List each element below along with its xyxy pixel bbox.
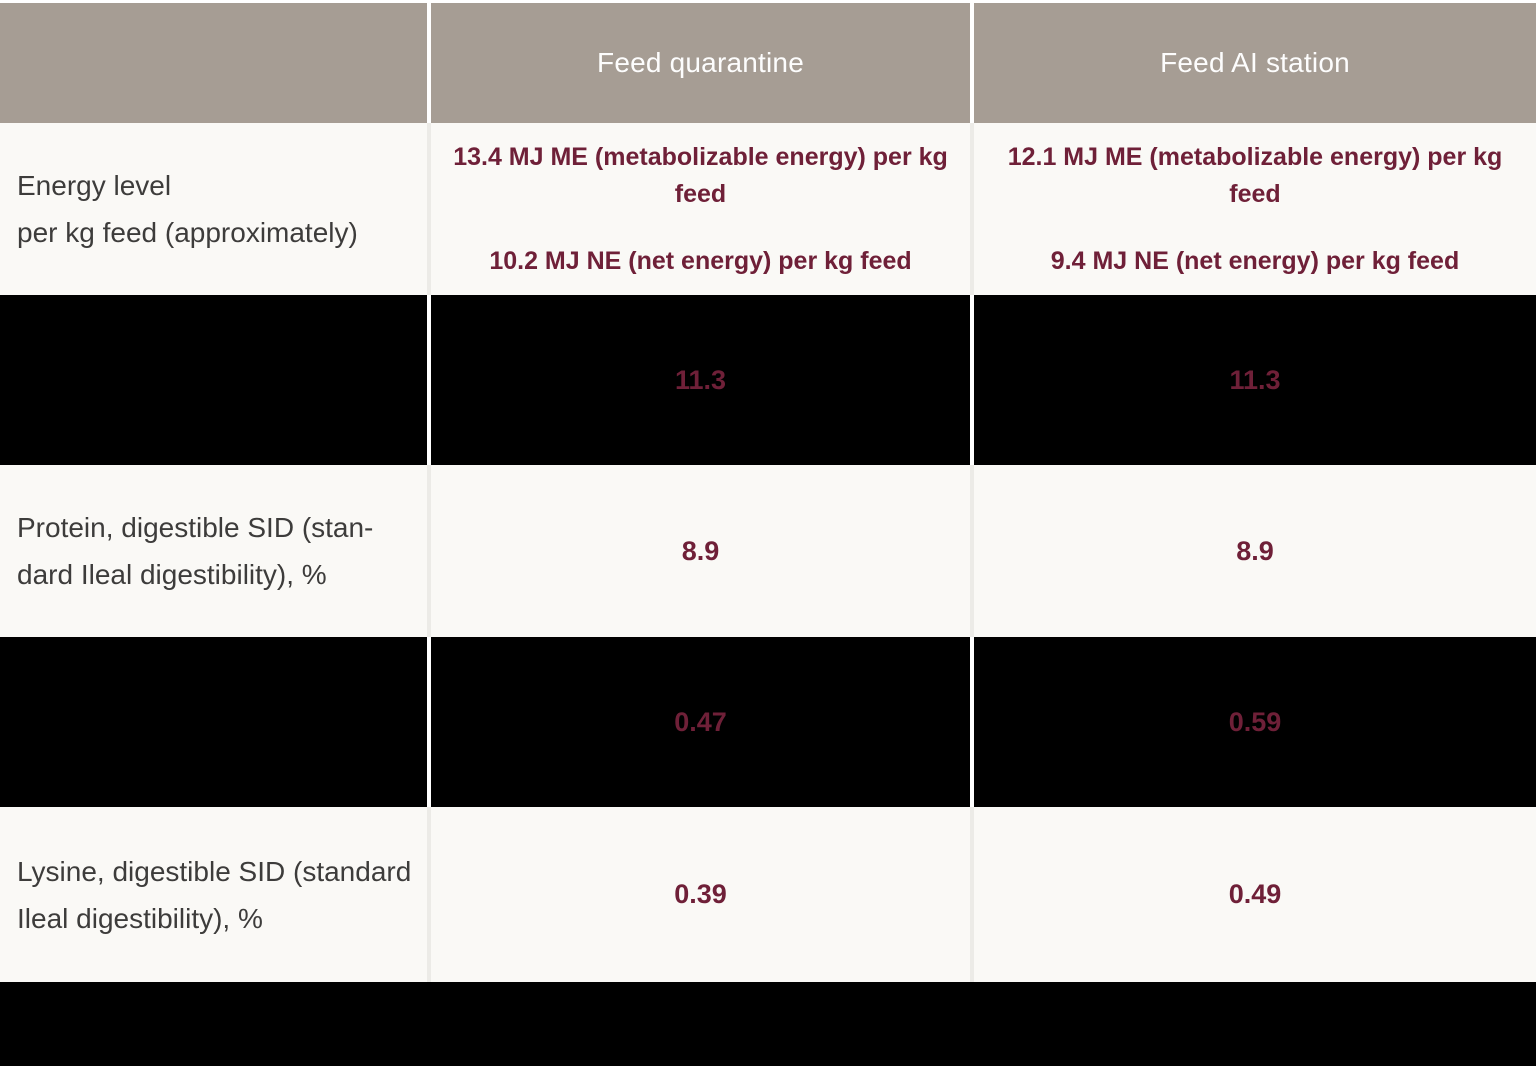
row-label-line: dard Ileal digestibility), % <box>17 559 327 590</box>
table-row-protein-sid: Protein, digestible SID (stan- dard Ilea… <box>0 465 1536 637</box>
energy-value-ne: 10.2 MJ NE (net energy) per kg feed <box>489 246 912 275</box>
value-cell-ai-station: 0.59 <box>974 637 1536 807</box>
row-label-lysine-sid: Lysine, digestible SID (standard Ileal d… <box>0 807 427 982</box>
value-cell-ai-station: 0.49 <box>974 807 1536 982</box>
row-label-protein-sid: Protein, digestible SID (stan- dard Ilea… <box>0 465 427 637</box>
value-text: 0.49 <box>1228 879 1282 909</box>
row-label-line: per kg feed (approximately) <box>17 217 358 248</box>
energy-cell-ai-station: 12.1 MJ ME (metabolizable energy) per kg… <box>974 123 1536 295</box>
value-cell-quarantine: 11.3 <box>431 295 970 465</box>
value-cell-quarantine: 8.9 <box>431 465 970 637</box>
value-cell-quarantine: 0.39 <box>431 807 970 982</box>
row-label-line: Protein, digestible SID (stan- <box>17 512 374 543</box>
column-header-label: Feed AI station <box>1160 47 1350 78</box>
value-cell-ai-station: 11.3 <box>974 295 1536 465</box>
table-row-lysine-sid: Lysine, digestible SID (standard Ileal d… <box>0 807 1536 982</box>
value-cell-quarantine: 0.47 <box>431 637 970 807</box>
row-label-line: Lysine, digestible SID (standard <box>17 855 412 887</box>
row-label-energy: Energy level per kg feed (approximately) <box>0 123 427 295</box>
header-cell-feed-quarantine: Feed quarantine <box>431 3 970 123</box>
energy-value-me: 12.1 MJ ME (metabolizable energy) per kg… <box>1007 142 1503 208</box>
table-row-dark-1: 11.3 11.3 <box>0 295 1536 465</box>
value-text: 0.47 <box>674 706 727 737</box>
energy-cell-quarantine: 13.4 MJ ME (metabolizable energy) per kg… <box>431 123 970 295</box>
column-header-label: Feed quarantine <box>597 47 804 78</box>
value-text: 11.3 <box>674 364 727 395</box>
header-cell-empty <box>0 3 427 123</box>
row-label-hidden <box>0 295 427 465</box>
row-label-line: Ileal digestibility), % <box>17 902 263 934</box>
value-text: 0.59 <box>1228 706 1282 737</box>
table-row-dark-2: 0.47 0.59 <box>0 637 1536 807</box>
value-text: 8.9 <box>681 535 720 566</box>
header-cell-feed-ai-station: Feed AI station <box>974 3 1536 123</box>
value-cell-ai-station: 8.9 <box>974 465 1536 637</box>
table-row-energy: Energy level per kg feed (approximately)… <box>0 123 1536 295</box>
value-text: 8.9 <box>1236 535 1274 566</box>
top-divider <box>0 0 1536 3</box>
energy-value-ne: 9.4 MJ NE (net energy) per kg feed <box>1050 246 1460 275</box>
value-text: 0.39 <box>674 879 727 909</box>
row-label-hidden <box>0 637 427 807</box>
value-text: 11.3 <box>1229 364 1281 395</box>
energy-value-me: 13.4 MJ ME (metabolizable energy) per kg… <box>453 142 948 208</box>
table-header-row: Feed quarantine Feed AI station <box>0 3 1536 123</box>
row-label-line: Energy level <box>17 170 172 201</box>
bottom-black-bar <box>0 982 1536 1066</box>
